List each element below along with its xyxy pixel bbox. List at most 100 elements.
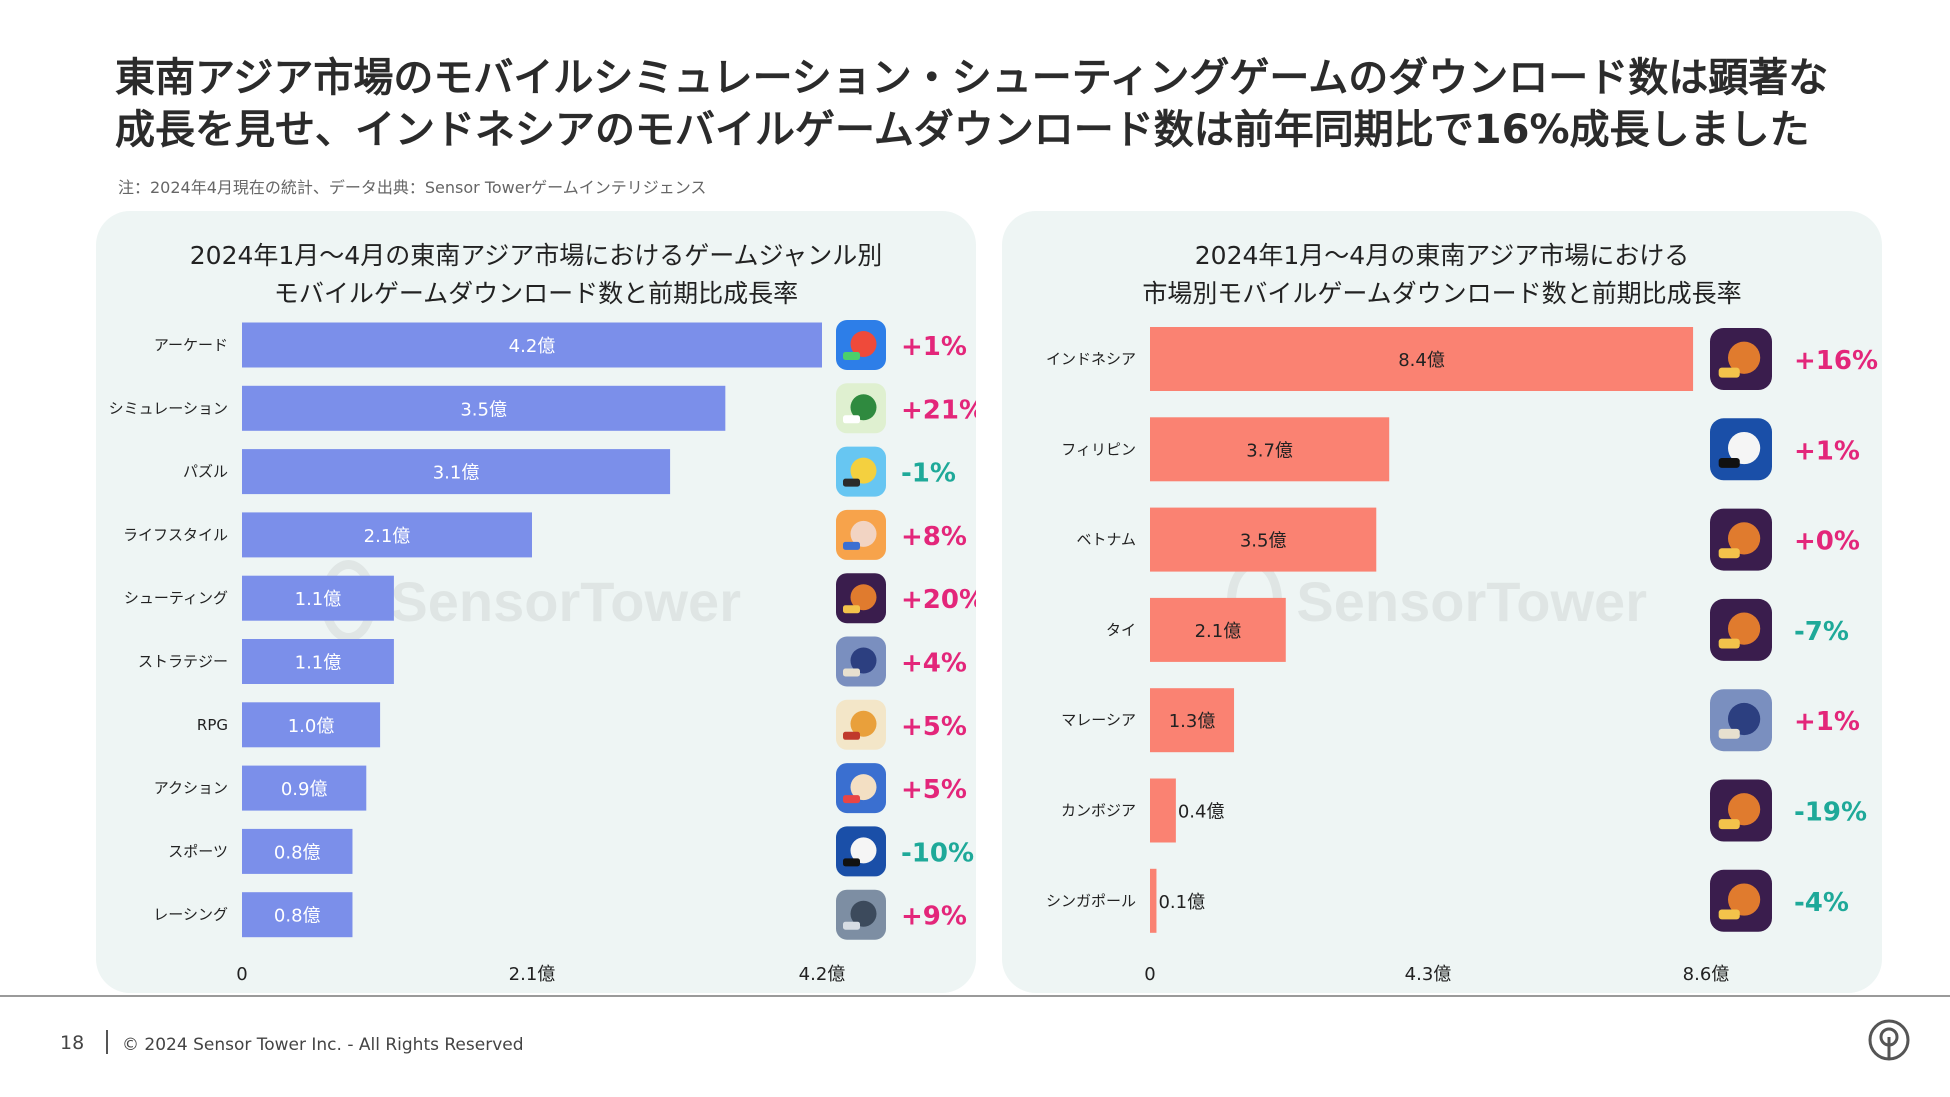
value-label: 3.5億 — [1240, 531, 1287, 552]
x-tick-label: 8.6億 — [1683, 964, 1730, 985]
x-tick-label: 0 — [1144, 964, 1155, 985]
category-label: ベトナム — [1076, 531, 1136, 549]
bar — [242, 575, 394, 621]
free-fire-game-icon — [1710, 328, 1772, 390]
value-label: 3.7億 — [1246, 440, 1293, 461]
growth-label: +4% — [901, 649, 967, 679]
bar — [1150, 688, 1235, 753]
growth-label: +0% — [1794, 527, 1860, 557]
watermark-text: SensorTower — [1296, 569, 1647, 633]
growth-label: +21% — [901, 395, 976, 425]
bar — [1150, 417, 1390, 482]
value-label: 1.0億 — [288, 716, 335, 737]
growth-label: +20% — [901, 585, 976, 615]
ojol-game-icon — [836, 383, 886, 434]
value-label: 3.1億 — [433, 463, 480, 484]
bar — [242, 702, 381, 748]
bar — [1150, 868, 1157, 933]
category-label: シューティング — [124, 589, 228, 607]
value-label: 2.1億 — [1195, 621, 1242, 642]
bar — [242, 322, 822, 368]
value-label: 4.2億 — [509, 336, 556, 357]
value-label: 8.4億 — [1398, 350, 1445, 371]
value-label: 0.8億 — [274, 842, 321, 863]
market-chart-title-line-2: 市場別モバイルゲームダウンロード数と前期比成長率 — [1142, 279, 1742, 308]
watermark: SensorTower — [321, 551, 741, 651]
bar — [242, 892, 353, 938]
market-chart-title: 2024年1月〜4月の東南アジア市場における 市場別モバイルゲームダウンロード数… — [1002, 237, 1882, 313]
market-bar-chart: インドネシア 8.4億 +16% フィリピン 3.7億 +1% ベトナム 3.5億 +0% タイ 2… — [1046, 327, 1878, 985]
puzzle-game-icon — [836, 446, 886, 497]
title-line-2: 成長を見せ、インドネシアのモバイルゲームダウンロード数は前年同期比で16%成長し… — [115, 107, 1810, 153]
bar — [1150, 778, 1176, 843]
rpg-game-icon — [836, 699, 886, 750]
value-label: 1.1億 — [295, 653, 342, 674]
category-label: スポーツ — [168, 842, 228, 860]
one-punch-man-game-icon — [836, 763, 886, 814]
bar — [242, 449, 671, 495]
footer-separator — [106, 1030, 108, 1054]
page-number: 18 — [60, 1032, 85, 1054]
value-label: 1.3億 — [1169, 711, 1216, 732]
bar — [1150, 597, 1286, 662]
genre-chart-title-line-2: モバイルゲームダウンロード数と前期比成長率 — [273, 279, 799, 308]
growth-label: +8% — [901, 522, 967, 552]
arcade-game-icon — [836, 320, 886, 370]
free-fire-game-icon — [1710, 869, 1772, 932]
category-label: タイ — [1106, 621, 1136, 639]
free-fire-game-icon — [1710, 598, 1772, 661]
growth-label: +16% — [1794, 346, 1878, 376]
growth-label: -1% — [901, 459, 956, 489]
growth-label: +1% — [1794, 707, 1860, 737]
category-label: アクション — [154, 779, 228, 797]
bar — [242, 765, 367, 811]
category-label: ストラテジー — [138, 653, 228, 671]
watermark-text: SensorTower — [390, 569, 741, 633]
bar — [242, 828, 353, 874]
8-ball-pool-game-icon — [836, 826, 886, 877]
growth-label: +9% — [901, 902, 967, 932]
value-label: 1.1億 — [295, 589, 342, 610]
growth-label: -7% — [1794, 617, 1849, 647]
growth-label: +1% — [1794, 436, 1860, 466]
sensor-tower-logo-icon — [1868, 1019, 1910, 1061]
category-label: カンボジア — [1061, 802, 1136, 820]
copyright: © 2024 Sensor Tower Inc. - All Rights Re… — [122, 1035, 524, 1055]
category-label: アーケード — [154, 336, 228, 354]
value-label: 3.5億 — [460, 399, 507, 420]
growth-label: +5% — [901, 712, 967, 742]
value-label: 0.9億 — [281, 779, 328, 800]
bar — [242, 385, 726, 431]
growth-label: -19% — [1794, 798, 1867, 828]
bar — [242, 639, 394, 684]
category-label: フィリピン — [1061, 440, 1136, 458]
category-label: レーシング — [153, 906, 228, 924]
bar — [1150, 327, 1694, 391]
growth-label: -10% — [901, 838, 974, 868]
value-label: 0.8億 — [274, 906, 321, 927]
x-tick-label: 2.1億 — [509, 964, 556, 985]
title-line-1: 東南アジア市場のモバイルシミュレーション・シューティングゲームのダウンロード数は… — [115, 55, 1829, 101]
category-label: RPG — [197, 716, 228, 734]
lifestyle-game-icon — [836, 509, 886, 560]
growth-label: +1% — [901, 332, 967, 362]
kof-game-icon — [1710, 689, 1772, 752]
free-fire-game-icon — [1710, 508, 1772, 571]
racing-game-icon — [836, 889, 886, 940]
bar — [242, 512, 532, 558]
bar — [1150, 507, 1377, 572]
free-fire-game-icon — [836, 573, 886, 624]
x-tick-label: 4.2億 — [799, 964, 846, 985]
kof-game-icon — [836, 636, 886, 687]
genre-chart-title-line-1: 2024年1月〜4月の東南アジア市場におけるゲームジャンル別 — [189, 241, 883, 270]
growth-label: +5% — [901, 775, 967, 805]
genre-chart-panel: 2024年1月〜4月の東南アジア市場におけるゲームジャンル別 モバイルゲームダウ… — [96, 211, 976, 993]
category-label: インドネシア — [1046, 350, 1136, 368]
category-label: シンガポール — [1046, 892, 1136, 910]
footer-divider — [0, 995, 1950, 997]
growth-label: -4% — [1794, 888, 1849, 918]
category-label: マレーシア — [1061, 711, 1136, 729]
page-title: 東南アジア市場のモバイルシミュレーション・シューティングゲームのダウンロード数は… — [115, 52, 1875, 156]
value-label: 2.1億 — [364, 526, 411, 547]
x-tick-label: 4.3億 — [1405, 964, 1452, 985]
